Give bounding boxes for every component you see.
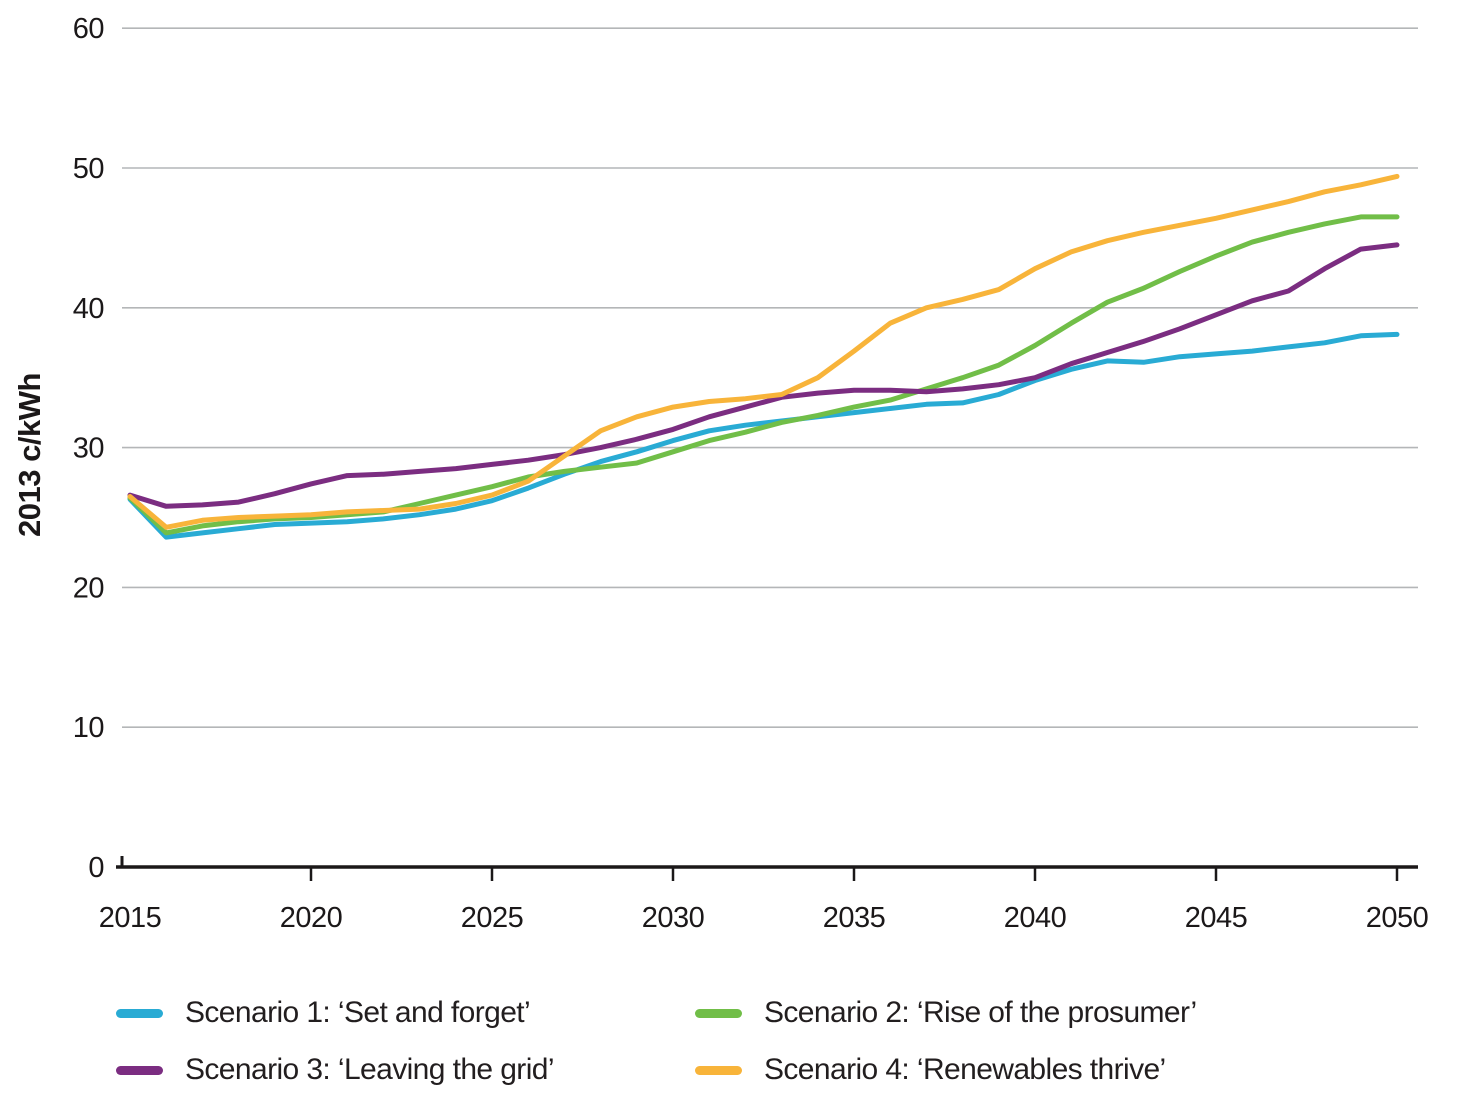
legend-swatch-scenario-2 — [695, 1008, 742, 1018]
x-tick-label: 2035 — [823, 902, 886, 934]
series-line-scenario-1 — [127, 331, 1400, 540]
legend-item-scenario-1: Scenario 1: ‘Set and forget’ — [116, 991, 695, 1035]
legend-item-scenario-4: Scenario 4: ‘Renewables thrive’ — [695, 1048, 1197, 1092]
y-tick-label: 30 — [73, 433, 104, 465]
legend-label-scenario-2: Scenario 2: ‘Rise of the prosumer’ — [764, 996, 1197, 1029]
y-tick-label: 60 — [73, 13, 104, 45]
y-tick-label: 10 — [73, 712, 104, 744]
series-line-scenario-3 — [127, 242, 1400, 509]
y-tick-label: 20 — [73, 572, 104, 604]
legend-swatch-scenario-4 — [695, 1065, 742, 1075]
y-tick-label: 50 — [73, 153, 104, 185]
x-tick-label: 2040 — [1004, 902, 1067, 934]
series-line-scenario-2 — [127, 214, 1400, 536]
series-line-scenario-4 — [127, 173, 1400, 530]
legend-label-scenario-1: Scenario 1: ‘Set and forget’ — [185, 996, 531, 1029]
x-tick-label: 2020 — [280, 902, 343, 934]
legend-item-scenario-2: Scenario 2: ‘Rise of the prosumer’ — [695, 991, 1197, 1035]
legend-label-scenario-3: Scenario 3: ‘Leaving the grid’ — [185, 1053, 555, 1086]
legend-swatch-scenario-1 — [116, 1008, 163, 1018]
legend-swatch-scenario-3 — [116, 1065, 163, 1075]
x-tick-label: 2015 — [99, 902, 162, 934]
x-tick-label: 2025 — [461, 902, 524, 934]
x-tick-label: 2030 — [642, 902, 705, 934]
legend-label-scenario-4: Scenario 4: ‘Renewables thrive’ — [764, 1053, 1166, 1086]
x-tick-label: 2050 — [1366, 902, 1429, 934]
legend: Scenario 1: ‘Set and forget’ Scenario 2:… — [116, 991, 1197, 1092]
y-tick-label: 40 — [73, 293, 104, 325]
y-tick-label: 0 — [88, 852, 104, 884]
x-tick-label: 2045 — [1185, 902, 1248, 934]
legend-item-scenario-3: Scenario 3: ‘Leaving the grid’ — [116, 1048, 695, 1092]
